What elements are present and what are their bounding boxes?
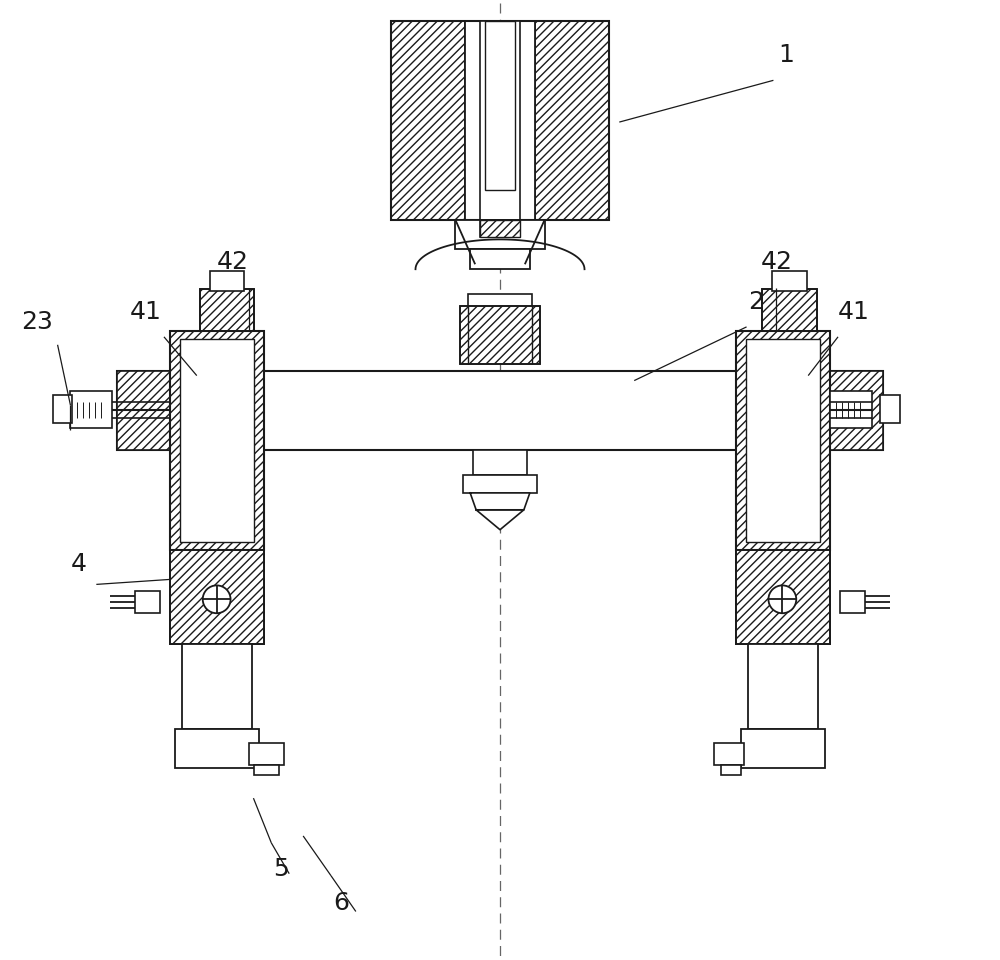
Text: 6: 6: [333, 891, 349, 915]
Bar: [721, 765, 741, 776]
Bar: [880, 396, 900, 423]
Bar: [117, 371, 251, 450]
Bar: [736, 549, 830, 644]
Bar: [736, 331, 830, 549]
Bar: [200, 289, 254, 331]
Bar: [180, 339, 254, 541]
Text: 42: 42: [217, 251, 249, 275]
Bar: [53, 396, 72, 423]
Bar: [772, 272, 807, 291]
Bar: [470, 250, 530, 269]
Text: 41: 41: [838, 300, 870, 324]
Bar: [182, 644, 252, 729]
Bar: [736, 549, 830, 644]
Bar: [175, 729, 259, 768]
Bar: [463, 475, 537, 492]
Text: 23: 23: [21, 310, 53, 334]
Bar: [391, 21, 465, 220]
Bar: [460, 306, 540, 364]
Bar: [762, 289, 817, 331]
Bar: [746, 339, 820, 541]
Text: 5: 5: [273, 856, 289, 880]
Bar: [170, 549, 264, 644]
Circle shape: [203, 586, 231, 613]
Bar: [473, 450, 527, 475]
Bar: [736, 331, 830, 549]
Bar: [117, 371, 883, 450]
Text: 41: 41: [130, 300, 162, 324]
Bar: [736, 549, 830, 644]
Bar: [830, 391, 872, 428]
Bar: [480, 220, 520, 237]
Text: 2: 2: [749, 290, 765, 314]
Bar: [714, 743, 744, 765]
Circle shape: [768, 586, 796, 613]
Bar: [480, 220, 520, 237]
Bar: [748, 644, 818, 729]
Bar: [485, 21, 515, 190]
Bar: [535, 21, 609, 220]
Bar: [455, 220, 545, 250]
Bar: [480, 21, 520, 220]
Text: 42: 42: [760, 251, 792, 275]
Bar: [249, 743, 284, 765]
Bar: [200, 289, 254, 331]
Bar: [840, 591, 865, 613]
Bar: [170, 549, 264, 644]
Polygon shape: [470, 492, 530, 510]
Bar: [749, 371, 883, 450]
Bar: [210, 272, 244, 291]
Bar: [70, 391, 112, 428]
Bar: [170, 331, 264, 549]
Bar: [254, 765, 279, 776]
Polygon shape: [476, 510, 524, 530]
Bar: [391, 21, 609, 220]
Bar: [135, 591, 160, 613]
Bar: [741, 729, 825, 768]
Bar: [170, 549, 264, 644]
Bar: [762, 289, 817, 331]
Text: 4: 4: [70, 552, 86, 576]
Bar: [468, 294, 532, 361]
Bar: [465, 21, 535, 220]
Text: 1: 1: [778, 43, 794, 67]
Bar: [460, 306, 540, 364]
Bar: [170, 331, 264, 549]
